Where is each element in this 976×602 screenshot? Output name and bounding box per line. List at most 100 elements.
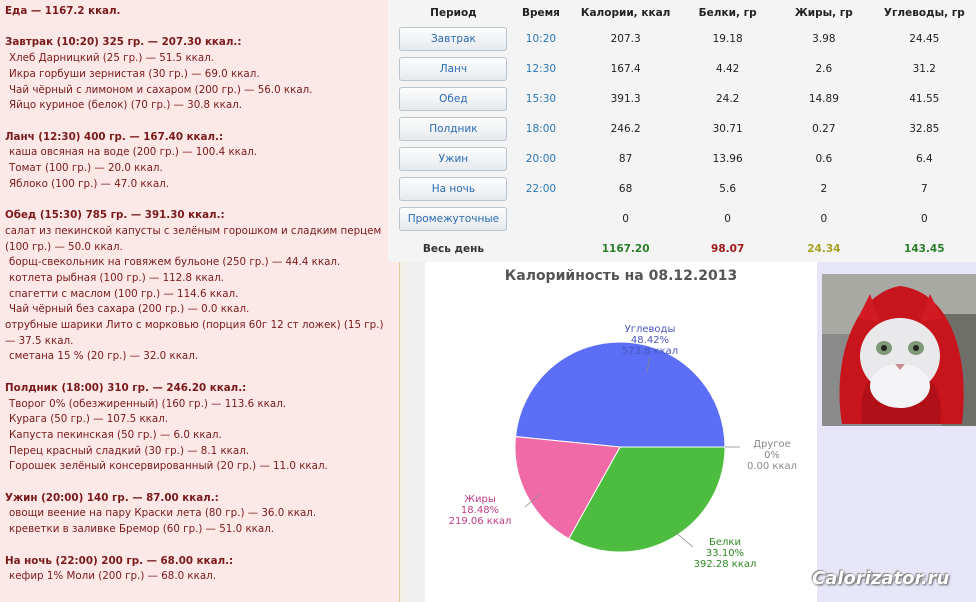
meal-protein: 5.6 [719, 183, 736, 195]
pie-leader-line [524, 493, 541, 508]
table-row: На ночь 22:00 68 5.6 2 7 [396, 174, 976, 204]
diary-meal-header: Обед (15:30) 785 гр. — 391.30 ккал.: [5, 209, 225, 222]
diary-meal-header: Завтрак (10:20) 325 гр. — 207.30 ккал.: [5, 36, 242, 49]
pie-label-percent: 0% [764, 450, 780, 461]
meal-fat: 14.89 [808, 93, 839, 105]
diary-food-item: Яблоко (100 гр.) — 47.0 ккал. [9, 177, 170, 190]
background-strip [406, 262, 425, 602]
diary-food-item: кефир 1% Моли (200 гр.) — 68.0 ккал. [9, 570, 217, 583]
diary-food-item: овощи веение на пару Краски лета (80 гр.… [9, 507, 317, 520]
meal-period-button[interactable]: Завтрак [399, 27, 508, 51]
table-row: Ланч 12:30 167.4 4.42 2.6 31.2 [396, 54, 976, 84]
nutrition-table: Период Время Калории, ккал Белки, гр Жир… [396, 2, 976, 264]
diary-food-item: Томат (100 гр.) — 20.0 ккал. [9, 162, 163, 174]
meal-fat: 2.6 [815, 63, 833, 75]
diary-food-item: сметана 15 % (20 гр.) — 32.0 ккал. [9, 350, 199, 363]
table-row: Промежуточные 0 0 0 0 [396, 204, 976, 234]
pie-slice [568, 446, 726, 553]
meal-period-button[interactable]: Обед [399, 87, 508, 111]
pie-label-value-label: 219.06 ккал [449, 516, 512, 527]
diary-food-item: каша овсяная на воде (200 гр.) — 100.4 к… [9, 146, 258, 159]
meal-time: 20:00 [525, 153, 557, 165]
meal-carbs: 41.55 [909, 93, 940, 105]
table-row: Ужин 20:00 87 13.96 0.6 6.4 [396, 144, 976, 174]
diary-food-item: Икра горбуши зернистая (30 гр.) — 69.0 к… [9, 67, 260, 80]
meal-time: 10:20 [525, 33, 557, 45]
pie-leader-line [674, 531, 694, 548]
meal-protein: 13.96 [712, 153, 743, 165]
diary-spacer [5, 192, 399, 208]
pie-label-name: Белки [709, 537, 741, 548]
meal-period-button[interactable]: На ночь [399, 177, 508, 201]
diary-food-item: Перец красный сладкий (30 гр.) — 8.1 кка… [9, 444, 250, 457]
meal-calories: 207.3 [610, 33, 641, 45]
meal-time: 15:30 [525, 93, 557, 105]
meal-carbs: 24.45 [909, 33, 940, 45]
diary-spacer [5, 20, 399, 36]
pie-label-percent: 48.42% [631, 335, 669, 346]
calorie-pie-chart: Углеводы 48.42% 573.8 ккал Белки 33.10% 392.2… [425, 262, 817, 602]
cat-in-red-hood-image [822, 274, 976, 426]
pie-label-value-label: 392.28 ккал [694, 559, 757, 570]
pie-label-name: Жиры [464, 494, 496, 505]
table-header-row: Период Время Калории, ккал Белки, гр Жир… [396, 2, 976, 24]
diary-meal-header: На ночь (22:00) 200 гр. — 68.00 ккал.: [5, 554, 234, 567]
diary-food-item: отрубные шарики Лито с морковью (порция … [5, 319, 384, 347]
header-fat: Жиры, гр [794, 7, 853, 19]
meal-fat: 3.98 [812, 33, 836, 45]
meal-carbs: 6.4 [915, 153, 933, 165]
total-row: Весь день 1167.20 98.07 24.34 143.45 [396, 234, 976, 264]
meal-protein: 24.2 [715, 93, 740, 105]
diary-food-item: спагетти с маслом (100 гр.) — 114.6 ккал… [9, 287, 239, 300]
pie-label-name: Другое [753, 439, 791, 450]
diary-spacer [5, 114, 399, 130]
diary-food-item: Чай чёрный с лимоном и сахаром (200 гр.)… [9, 83, 313, 96]
diary-food-item: креветки в заливке Бремор (60 гр.) — 51.… [9, 523, 275, 536]
pie-label-name: Углеводы [625, 324, 676, 335]
meal-period-button[interactable]: Промежуточные [399, 207, 508, 231]
meal-period-button[interactable]: Ужин [399, 147, 508, 171]
diary-meal-header: Полдник (18:00) 310 гр. — 246.20 ккал.: [5, 381, 247, 394]
food-diary-panel: Еда — 1167.2 ккал. Завтрак (10:20) 325 гр… [0, 0, 400, 602]
pie-label-value-label: 573.8 ккал [622, 346, 678, 357]
diary-food-item: борщ-свекольник на говяжем бульоне (250 … [9, 256, 341, 269]
meal-time: 12:30 [525, 63, 557, 75]
meal-protein: 19.18 [712, 33, 743, 45]
total-calories: 1167.20 [601, 243, 650, 255]
meal-period-button[interactable]: Ланч [399, 57, 508, 81]
site-watermark: Calorizator.ru [812, 568, 950, 589]
meal-calories: 246.2 [610, 123, 641, 135]
total-fat: 24.34 [807, 243, 841, 255]
header-protein: Белки, гр [698, 7, 757, 19]
meal-fat: 0 [820, 213, 828, 225]
diary-food-item: Чай чёрный без сахара (200 гр.) — 0.0 кк… [9, 303, 250, 316]
diary-food-item: салат из пекинской капусты с зелёным гор… [5, 224, 382, 253]
total-protein: 98.07 [711, 243, 745, 255]
meal-carbs: 7 [920, 183, 928, 195]
meal-protein: 4.42 [715, 63, 740, 75]
meal-time: 22:00 [525, 183, 557, 195]
pie-slice [514, 436, 621, 540]
table-row: Завтрак 10:20 207.3 19.18 3.98 24.45 [396, 24, 976, 54]
header-time: Время [521, 7, 560, 19]
header-carbs: Углеводы, гр [883, 7, 965, 19]
diary-food-item: Яйцо куриное (белок) (70 гр.) — 30.8 кка… [9, 99, 242, 112]
meal-carbs: 0 [920, 213, 928, 225]
meal-period-button[interactable]: Полдник [399, 117, 508, 141]
total-label: Весь день [422, 243, 484, 255]
diary-meal-header: Еда — 1167.2 ккал. [5, 5, 121, 17]
meal-protein: 0 [724, 213, 731, 225]
meal-fat: 2 [820, 183, 828, 195]
diary-food-item: Горошек зелёный консервированный (20 гр.… [9, 460, 328, 473]
diary-food-item: Курага (50 гр.) — 107.5 ккал. [9, 413, 169, 426]
diary-food-item: котлета рыбная (100 гр.) — 112.8 ккал. [9, 271, 224, 284]
table-row: Полдник 18:00 246.2 30.71 0.27 32.85 [396, 114, 976, 144]
meal-calories: 167.4 [610, 63, 641, 75]
diary-spacer [5, 538, 399, 554]
meal-fat: 0.6 [815, 153, 833, 165]
table-row: Обед 15:30 391.3 24.2 14.89 41.55 [396, 84, 976, 114]
meal-calories: 87 [618, 153, 633, 165]
diary-food-item: Творог 0% (обезжиренный) (160 гр.) — 113… [9, 397, 287, 410]
diary-spacer [5, 365, 399, 381]
